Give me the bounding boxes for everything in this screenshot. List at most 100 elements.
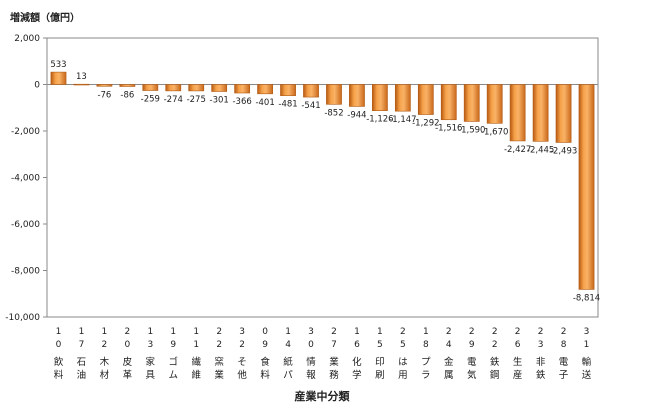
bar-12 bbox=[96, 84, 113, 87]
bars-group bbox=[50, 71, 595, 290]
bar-23 bbox=[532, 84, 549, 142]
category-name-char: ゴ bbox=[169, 356, 179, 368]
category-name-char: 輸 bbox=[582, 356, 592, 368]
category-code-digit: 2 bbox=[469, 327, 475, 337]
value-label: -86 bbox=[120, 90, 134, 100]
bar-25 bbox=[394, 84, 411, 112]
category-name-char: 生 bbox=[513, 356, 523, 368]
value-label: 533 bbox=[50, 60, 66, 70]
category-name-char: 窯 bbox=[214, 356, 224, 368]
category-name-char: プ bbox=[421, 357, 431, 368]
bar-32 bbox=[234, 84, 251, 94]
value-label: -76 bbox=[97, 90, 111, 100]
value-label: -2,445 bbox=[527, 145, 554, 155]
bar-10 bbox=[50, 71, 67, 85]
category-code-digit: 1 bbox=[56, 327, 62, 337]
category-name-char: は bbox=[398, 357, 408, 368]
category-code-digit: 1 bbox=[285, 327, 291, 337]
y-tick-label: 2,000 bbox=[14, 34, 40, 44]
category-code-digit: 1 bbox=[193, 327, 199, 337]
value-label: -1,670 bbox=[481, 127, 508, 137]
value-label: -259 bbox=[141, 95, 160, 105]
category-code-digit: 2 bbox=[492, 340, 498, 350]
value-label: -944 bbox=[347, 110, 366, 120]
category-code-digit: 2 bbox=[492, 327, 498, 337]
y-axis: 2,000 0 -2,000 -4,000 -6,000 -8,000 -10,000 bbox=[5, 34, 598, 323]
category-name-char: 材 bbox=[100, 369, 110, 381]
bar-16 bbox=[349, 84, 365, 107]
plot-area bbox=[46, 37, 599, 318]
category-code-digit: 1 bbox=[102, 327, 108, 337]
bar-26 bbox=[509, 84, 526, 142]
category-code-digit: 6 bbox=[515, 340, 521, 350]
category-code-digit: 1 bbox=[193, 340, 199, 350]
category-code-digit: 2 bbox=[561, 327, 567, 337]
bar-31 bbox=[578, 84, 595, 290]
category-name-char: 務 bbox=[329, 369, 339, 381]
category-name-char: 化 bbox=[352, 356, 362, 368]
value-label: 13 bbox=[76, 72, 87, 82]
category-code-digit: 3 bbox=[538, 340, 544, 350]
category-name-char: 油 bbox=[77, 369, 87, 381]
category-name-char: 飲 bbox=[54, 356, 64, 368]
y-tick-label: -8,000 bbox=[11, 267, 40, 277]
category-name-char: 刷 bbox=[375, 370, 385, 381]
category-name-char: 業 bbox=[329, 356, 339, 368]
category-code-digit: 2 bbox=[124, 327, 130, 337]
value-label: -1,292 bbox=[412, 119, 439, 129]
category-name-char: 印 bbox=[375, 356, 385, 368]
category-name-char: 電 bbox=[467, 357, 477, 368]
x-axis-title: 産業中分類 bbox=[295, 389, 351, 403]
category-code-digit: 2 bbox=[216, 327, 222, 337]
category-code-digit: 1 bbox=[170, 327, 176, 337]
bar-29 bbox=[463, 84, 480, 122]
category-name-char: 電 bbox=[559, 357, 569, 368]
category-code-digit: 7 bbox=[331, 340, 337, 350]
category-name-char: 情 bbox=[306, 356, 316, 368]
bar-11 bbox=[188, 84, 205, 92]
category-code-digit: 1 bbox=[147, 327, 153, 337]
category-code-digit: 0 bbox=[56, 340, 62, 350]
y-tick-label: -4,000 bbox=[11, 174, 40, 184]
category-code-digit: 9 bbox=[469, 340, 475, 350]
bar-27 bbox=[326, 84, 342, 105]
category-code-digit: 3 bbox=[147, 340, 153, 350]
category-code-digit: 8 bbox=[423, 340, 429, 350]
value-label: -274 bbox=[164, 95, 183, 105]
y-tick-label: -10,000 bbox=[5, 313, 40, 323]
bar-22 bbox=[486, 84, 503, 124]
category-code-digit: 7 bbox=[79, 340, 85, 350]
category-code-digit: 0 bbox=[262, 327, 268, 337]
value-label: -401 bbox=[255, 98, 274, 108]
category-code-digit: 9 bbox=[262, 340, 268, 350]
category-code-digit: 4 bbox=[446, 340, 452, 350]
value-label: -852 bbox=[324, 108, 343, 118]
value-label: -1,147 bbox=[389, 115, 416, 125]
category-code-digit: 2 bbox=[239, 340, 245, 350]
value-label: -8,814 bbox=[573, 293, 600, 303]
category-code-digit: 3 bbox=[584, 327, 590, 337]
category-name-char: ム bbox=[169, 370, 179, 381]
category-name-char: 非 bbox=[536, 356, 546, 368]
category-name-char: 具 bbox=[146, 370, 156, 381]
category-name-char: 学 bbox=[352, 369, 362, 381]
x-axis-labels: 10飲料17石油12木材20皮革13家具19ゴム11繊維22窯業32そ他09食料… bbox=[54, 327, 592, 381]
category-name-char: 紙 bbox=[283, 356, 293, 368]
category-code-digit: 1 bbox=[584, 340, 590, 350]
category-name-char: 用 bbox=[398, 370, 408, 381]
category-code-digit: 3 bbox=[308, 327, 314, 337]
category-code-digit: 2 bbox=[446, 327, 452, 337]
category-name-char: 維 bbox=[191, 369, 201, 381]
bar-09 bbox=[257, 84, 273, 95]
category-name-char: 食 bbox=[260, 356, 270, 368]
category-code-digit: 1 bbox=[423, 327, 429, 337]
category-name-char: 石 bbox=[77, 357, 87, 368]
y-axis-title: 増減額（億円） bbox=[10, 11, 80, 24]
category-name-char: 他 bbox=[237, 369, 247, 381]
category-name-char: 金 bbox=[444, 356, 454, 368]
category-name-char: 革 bbox=[123, 369, 133, 381]
value-label: -2,493 bbox=[550, 146, 577, 156]
value-label: -1,516 bbox=[435, 124, 462, 134]
